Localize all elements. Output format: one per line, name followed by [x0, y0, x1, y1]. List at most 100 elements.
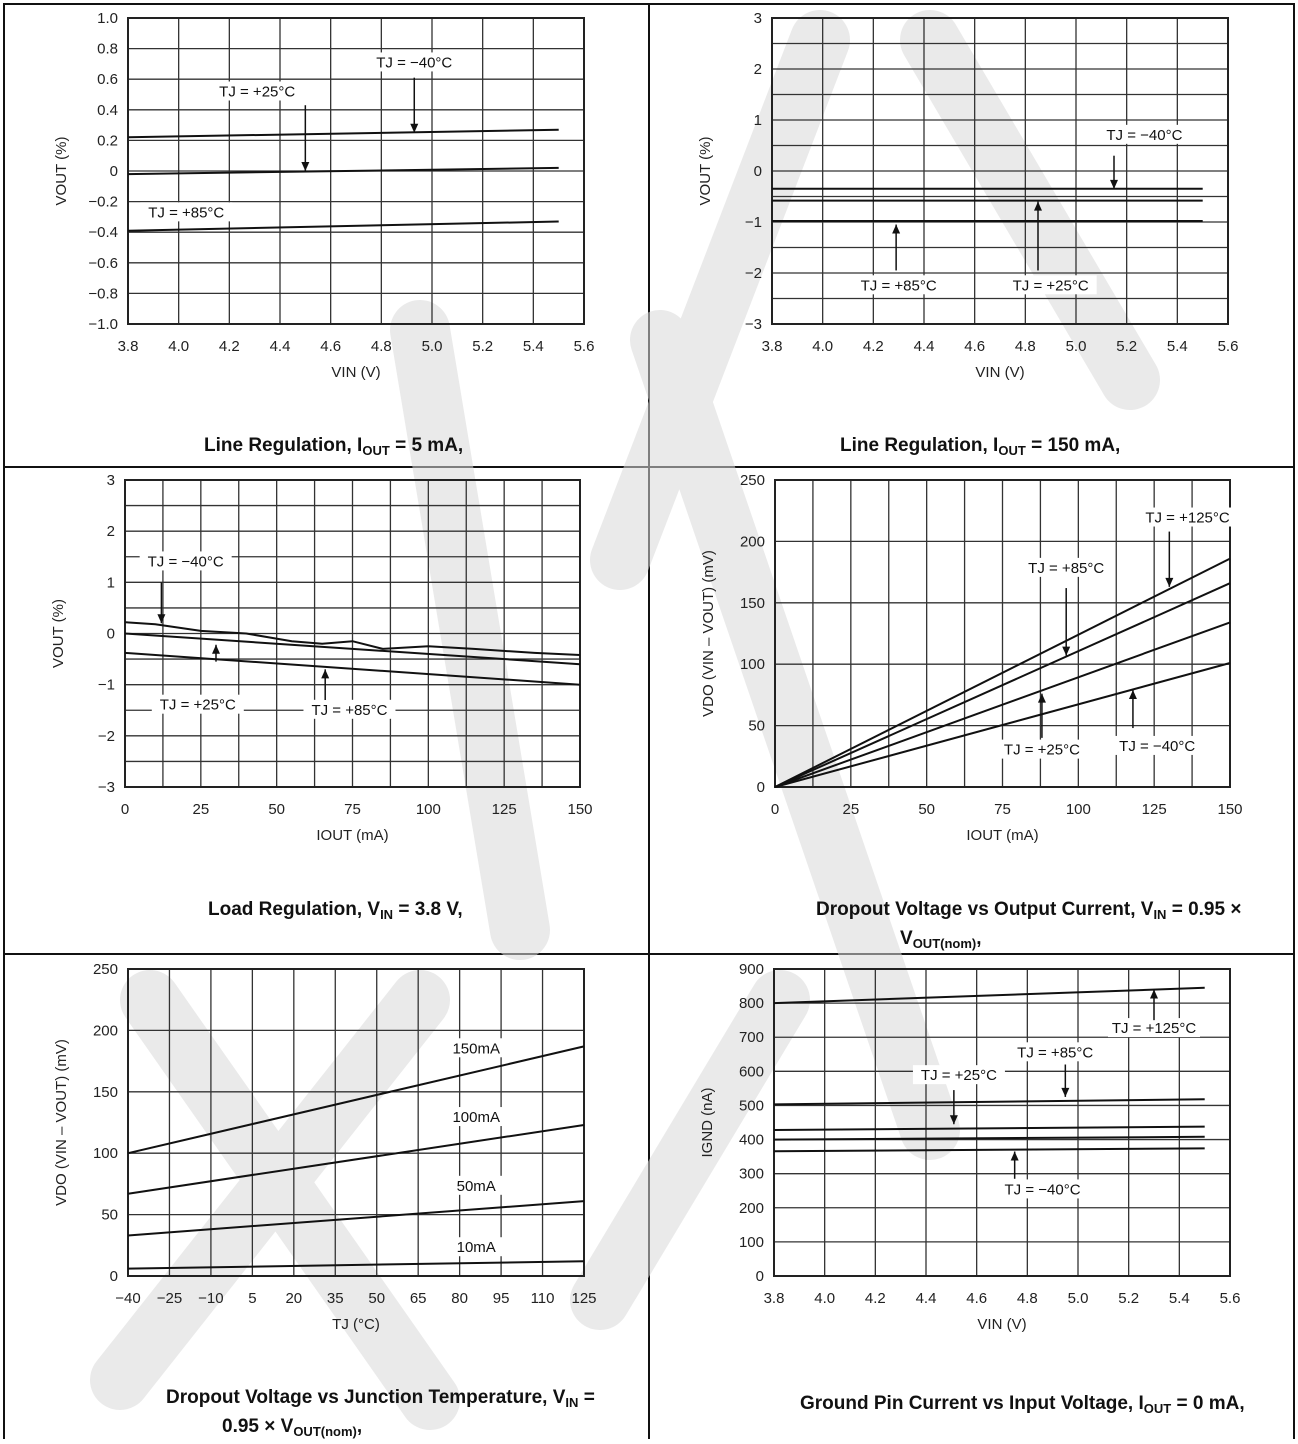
x-tick-label: 4.6 [320, 338, 341, 355]
y-tick-label: 1.0 [97, 10, 118, 27]
x-tick-label: 65 [410, 1290, 427, 1307]
y-tick-label: 0.6 [97, 71, 118, 88]
annotation-background [852, 275, 945, 295]
annotation-background [1004, 275, 1097, 295]
series-line-tj-25-c [774, 621, 1231, 788]
series-line-tj-125-c [774, 557, 1231, 788]
y-tick-label: 0 [110, 163, 118, 180]
arrow-head-icon [1010, 1151, 1019, 1161]
y-tick-label: 0.2 [97, 132, 118, 149]
series-line-tj-85-c [124, 651, 581, 686]
y-tick-label: 50 [101, 1207, 118, 1224]
caption-dropout-vs-output-current: Dropout Voltage vs Output Current, VIN =… [816, 899, 1242, 951]
x-tick-label: 50 [268, 801, 285, 818]
chart-ignd-vs-vin: 3.8 4.0 4.2 4.4 4.6 4.8 5.0 5.2 5.4 5.6 900 800 700 6… [699, 961, 1240, 1333]
y-tick-label: −0.2 [88, 194, 118, 211]
y-tick-label: 1 [107, 574, 115, 591]
plot-frame [773, 968, 1231, 1277]
annotation-background [151, 694, 244, 714]
chart-dropout-vs-iout: 0 25 50 75 100 125 150 250 200 150 100 50 0 IOUT (mA)… [700, 472, 1243, 844]
x-tick-label: 4.0 [168, 338, 189, 355]
annotation-background [430, 1237, 523, 1257]
y-tick-label: 0.8 [97, 41, 118, 58]
y-tick-label: −2 [745, 265, 762, 282]
y-axis-label: VOUT (%) [50, 599, 67, 668]
annotation-label: TJ = +85°C [1017, 1044, 1093, 1061]
x-tick-label: 100 [1066, 801, 1091, 818]
annotation-label: TJ = +85°C [148, 204, 224, 221]
annotation-background [211, 81, 304, 101]
y-tick-label: −0.4 [88, 224, 118, 241]
x-tick-label: 5 [248, 1290, 256, 1307]
y-tick-label: −1.0 [88, 316, 118, 333]
arrow-head-icon [321, 669, 330, 679]
y-tick-label: −2 [98, 728, 115, 745]
x-tick-label: 4.8 [371, 338, 392, 355]
annotation-background [1098, 124, 1191, 144]
y-tick-label: 0 [756, 1268, 764, 1285]
x-tick-label: 5.0 [1068, 1290, 1089, 1307]
x-axis-label: TJ (°C) [332, 1316, 380, 1333]
plot-frame [774, 479, 1231, 788]
annotation-label: TJ = +125°C [1112, 1020, 1197, 1037]
x-tick-label: 4.6 [964, 338, 985, 355]
annotation-background [1108, 1018, 1200, 1038]
x-tick-label: 4.2 [219, 338, 240, 355]
x-tick-label: 5.2 [1118, 1290, 1139, 1307]
x-tick-label: 5.4 [1169, 1290, 1190, 1307]
y-tick-label: 3 [107, 472, 115, 489]
x-tick-label: 5.6 [574, 338, 595, 355]
arrow-head-icon [1037, 693, 1046, 703]
annotation-background [430, 1107, 523, 1127]
y-tick-label: 300 [739, 1166, 764, 1183]
annotation-label: TJ = +85°C [311, 702, 387, 719]
y-tick-label: 800 [739, 995, 764, 1012]
y-tick-label: 2 [754, 61, 762, 78]
arrow-head-icon [1061, 1087, 1070, 1097]
y-tick-label: 0.4 [97, 102, 118, 119]
x-tick-label: 5.0 [1066, 338, 1087, 355]
x-tick-label: 4.2 [863, 338, 884, 355]
x-tick-label: 125 [1142, 801, 1167, 818]
caption-dropout-vs-junction-temperature: Dropout Voltage vs Junction Temperature,… [166, 1387, 595, 1439]
y-tick-label: −1 [98, 677, 115, 694]
arrow-head-icon [1034, 201, 1042, 211]
y-tick-label: 150 [740, 595, 765, 612]
frame-left [3, 3, 5, 1439]
annotation-background [430, 1175, 523, 1195]
x-tick-label: 4.0 [814, 1290, 835, 1307]
annotation-label: TJ = +25°C [921, 1067, 997, 1084]
x-tick-label: 3.8 [762, 338, 783, 355]
annotation-label: TJ = +25°C [219, 84, 295, 101]
x-tick-label: 150 [567, 801, 592, 818]
annotation-background [368, 52, 461, 72]
y-axis-label: VDO (VIN – VOUT) (mV) [53, 1039, 70, 1206]
x-tick-label: 25 [192, 801, 209, 818]
x-tick-label: 3.8 [118, 338, 139, 355]
x-tick-label: 35 [327, 1290, 344, 1307]
y-tick-label: 700 [739, 1029, 764, 1046]
y-tick-label: 600 [739, 1063, 764, 1080]
x-tick-label: 5.4 [523, 338, 544, 355]
x-tick-label: 5.4 [1167, 338, 1188, 355]
x-axis-label: IOUT (mA) [966, 827, 1038, 844]
chart-line-reg-150ma: 3.8 4.0 4.2 4.4 4.6 4.8 5.0 5.2 5.4 5.6 3 2 1 0 −1 −2 −3… [697, 10, 1238, 381]
x-tick-label: 125 [571, 1290, 596, 1307]
arrow-head-icon [157, 614, 166, 624]
y-axis-label: VDO (VIN – VOUT) (mV) [700, 550, 717, 717]
annotation-background [996, 1179, 1089, 1199]
x-tick-label: 50 [918, 801, 935, 818]
annotation-label: TJ = +25°C [1013, 277, 1089, 294]
y-tick-label: 0 [757, 779, 765, 796]
arrow-head-icon [1062, 646, 1071, 656]
plot-frame [771, 17, 1229, 325]
y-tick-label: 150 [93, 1084, 118, 1101]
caption-ground-current-vs-input-voltage: Ground Pin Current vs Input Voltage, IOU… [800, 1393, 1245, 1416]
arrow-head-icon [1128, 689, 1137, 699]
annotation-background [140, 202, 233, 222]
x-tick-label: 4.2 [865, 1290, 886, 1307]
x-tick-label: 75 [994, 801, 1011, 818]
x-axis-label: VIN (V) [331, 364, 380, 381]
x-tick-label: 50 [368, 1290, 385, 1307]
